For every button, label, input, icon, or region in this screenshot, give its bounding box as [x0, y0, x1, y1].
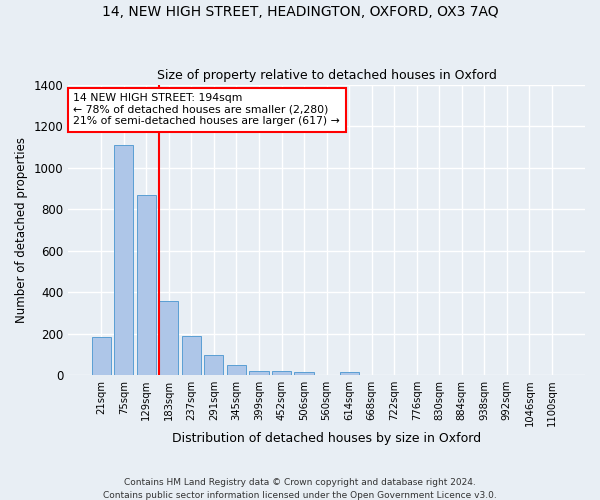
Bar	[137, 194, 156, 375]
Bar	[227, 364, 246, 375]
Bar	[92, 336, 111, 375]
Y-axis label: Number of detached properties: Number of detached properties	[15, 137, 28, 323]
Bar	[272, 372, 291, 375]
Text: 14 NEW HIGH STREET: 194sqm
← 78% of detached houses are smaller (2,280)
21% of s: 14 NEW HIGH STREET: 194sqm ← 78% of deta…	[73, 94, 340, 126]
Bar	[295, 372, 314, 375]
Bar	[159, 302, 178, 375]
Title: Size of property relative to detached houses in Oxford: Size of property relative to detached ho…	[157, 69, 497, 82]
Text: Contains HM Land Registry data © Crown copyright and database right 2024.
Contai: Contains HM Land Registry data © Crown c…	[103, 478, 497, 500]
Bar	[250, 370, 269, 375]
Bar	[340, 372, 359, 375]
Bar	[205, 356, 223, 375]
Bar	[114, 144, 133, 375]
X-axis label: Distribution of detached houses by size in Oxford: Distribution of detached houses by size …	[172, 432, 481, 445]
Bar	[182, 336, 201, 375]
Text: 14, NEW HIGH STREET, HEADINGTON, OXFORD, OX3 7AQ: 14, NEW HIGH STREET, HEADINGTON, OXFORD,…	[101, 5, 499, 19]
